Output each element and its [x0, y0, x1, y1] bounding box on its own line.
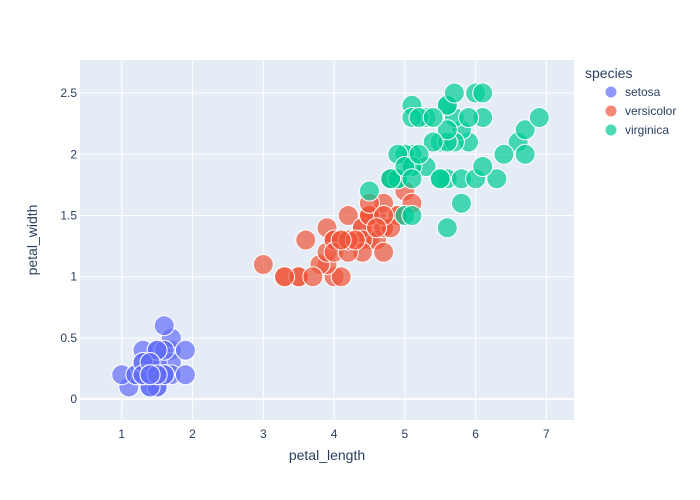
x-tick-label: 5: [402, 427, 409, 441]
x-axis-title: petal_length: [289, 447, 365, 463]
data-point-virginica[interactable]: [528, 107, 550, 129]
legend[interactable]: species setosa versicolor virginica: [585, 65, 676, 137]
legend-marker: [604, 85, 618, 99]
data-point-virginica[interactable]: [472, 156, 494, 178]
x-tick-label: 3: [260, 427, 267, 441]
data-point-virginica[interactable]: [514, 119, 536, 141]
legend-item-virginica[interactable]: virginica: [604, 123, 669, 137]
data-point-versicolor[interactable]: [366, 217, 388, 239]
data-point-virginica[interactable]: [486, 168, 508, 190]
y-axis-title: petal_width: [24, 205, 40, 276]
data-point-setosa[interactable]: [174, 339, 196, 361]
legend-item-setosa[interactable]: setosa: [604, 85, 661, 99]
x-tick-label: 6: [472, 427, 479, 441]
data-point-versicolor[interactable]: [252, 253, 274, 275]
x-tick-label: 1: [118, 427, 125, 441]
data-point-virginica[interactable]: [514, 143, 536, 165]
data-point-versicolor[interactable]: [302, 266, 324, 288]
data-point-virginica[interactable]: [380, 168, 402, 190]
y-tick-label: 0: [70, 392, 77, 406]
data-point-virginica[interactable]: [443, 82, 465, 104]
y-tick-label: 0.5: [60, 331, 77, 345]
legend-marker: [604, 123, 618, 137]
data-point-virginica[interactable]: [358, 180, 380, 202]
data-point-virginica[interactable]: [493, 143, 515, 165]
data-point-virginica[interactable]: [472, 82, 494, 104]
data-point-versicolor[interactable]: [337, 205, 359, 227]
x-tick-label: 7: [543, 427, 550, 441]
data-point-setosa[interactable]: [153, 315, 175, 337]
data-point-virginica[interactable]: [429, 168, 451, 190]
data-point-setosa[interactable]: [174, 364, 196, 386]
data-point-versicolor[interactable]: [373, 241, 395, 263]
y-tick-label: 2.5: [60, 86, 77, 100]
data-point-virginica[interactable]: [401, 205, 423, 227]
tick-labels: 1 2 3 4 5 6 7 0 0.5 1 1.5 2 2.5: [60, 86, 550, 441]
legend-item-versicolor[interactable]: versicolor: [604, 104, 676, 118]
data-point-virginica[interactable]: [436, 217, 458, 239]
data-points: [111, 82, 550, 398]
data-point-versicolor[interactable]: [295, 229, 317, 251]
data-point-virginica[interactable]: [458, 107, 480, 129]
x-tick-label: 2: [189, 427, 196, 441]
y-tick-label: 1: [70, 270, 77, 284]
legend-title: species: [585, 65, 632, 81]
legend-marker: [604, 104, 618, 118]
x-tick-label: 4: [331, 427, 338, 441]
legend-label: versicolor: [625, 104, 676, 118]
data-point-setosa[interactable]: [139, 364, 161, 386]
data-point-virginica[interactable]: [408, 143, 430, 165]
data-point-versicolor[interactable]: [330, 229, 352, 251]
legend-label: virginica: [625, 123, 669, 137]
data-point-virginica[interactable]: [401, 168, 423, 190]
y-tick-label: 2: [70, 147, 77, 161]
data-point-virginica[interactable]: [450, 192, 472, 214]
legend-label: setosa: [625, 85, 661, 99]
data-point-virginica[interactable]: [422, 131, 444, 153]
data-point-virginica[interactable]: [422, 107, 444, 129]
data-point-virginica[interactable]: [436, 119, 458, 141]
data-point-versicolor[interactable]: [330, 266, 352, 288]
y-tick-label: 1.5: [60, 209, 77, 223]
data-point-versicolor[interactable]: [274, 266, 296, 288]
